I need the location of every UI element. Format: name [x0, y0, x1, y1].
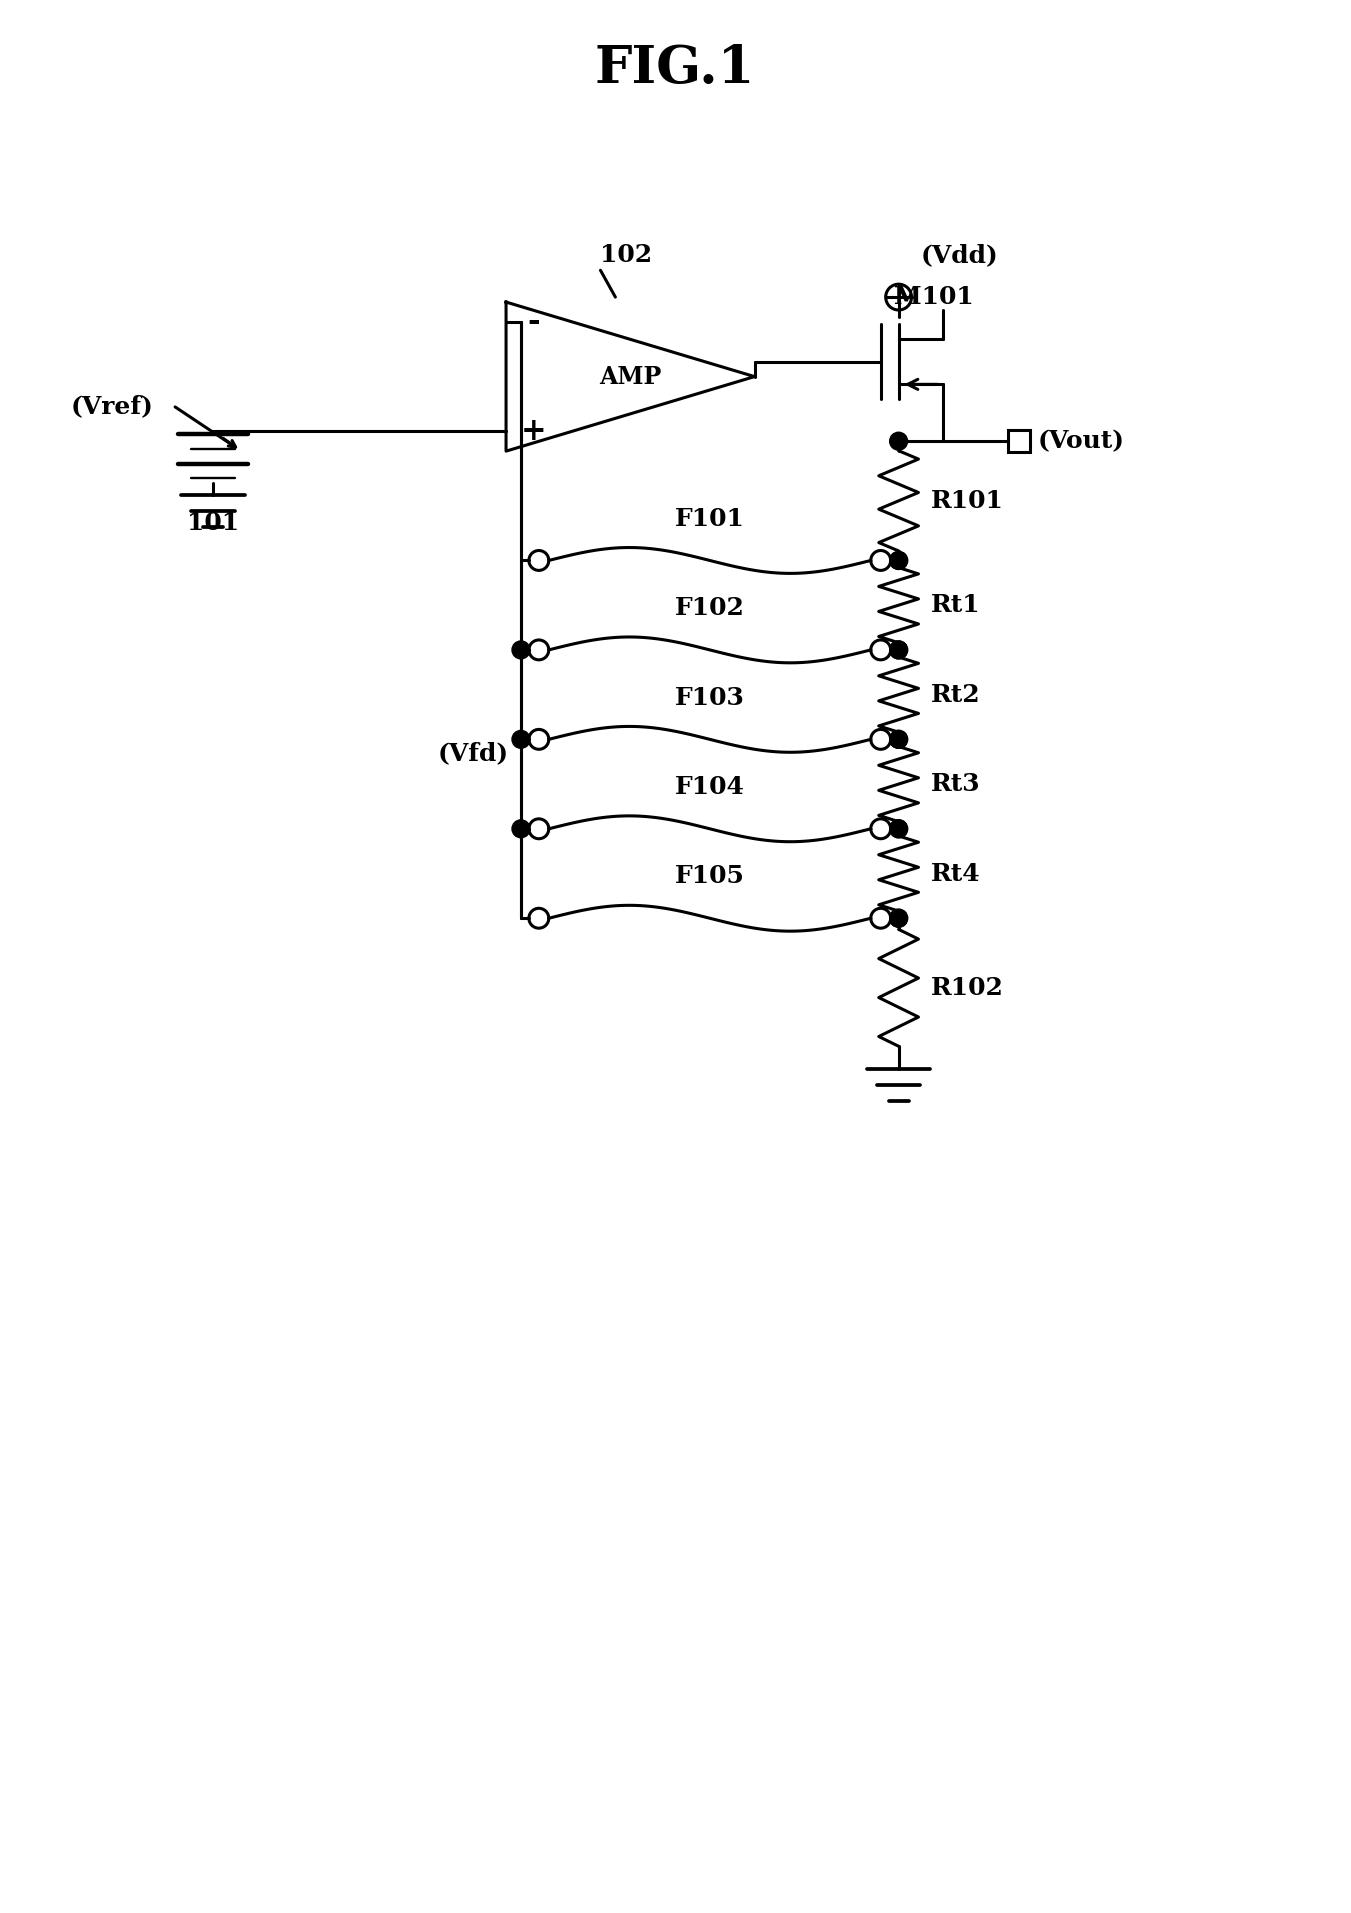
Text: R102: R102	[931, 976, 1004, 1000]
Circle shape	[890, 551, 908, 570]
Text: Rt3: Rt3	[931, 773, 979, 796]
Circle shape	[890, 731, 908, 748]
Text: AMP: AMP	[598, 365, 662, 388]
Text: Rt4: Rt4	[931, 861, 979, 886]
Text: 102: 102	[600, 243, 653, 268]
Circle shape	[890, 909, 908, 928]
Text: (Vdd): (Vdd)	[920, 243, 998, 268]
Text: 101: 101	[186, 511, 239, 536]
FancyBboxPatch shape	[1008, 430, 1029, 451]
Circle shape	[890, 821, 908, 838]
Text: F102: F102	[676, 597, 744, 620]
Text: (Vfd): (Vfd)	[438, 742, 509, 765]
Text: Rt2: Rt2	[931, 683, 979, 706]
Text: (Vout): (Vout)	[1038, 429, 1125, 453]
Circle shape	[890, 551, 908, 570]
Text: Rt1: Rt1	[931, 593, 979, 618]
Circle shape	[890, 432, 908, 450]
Circle shape	[512, 641, 530, 658]
Text: (Vref): (Vref)	[70, 394, 153, 419]
Text: FIG.1: FIG.1	[594, 42, 755, 94]
Text: F104: F104	[676, 775, 744, 800]
Text: M101: M101	[893, 285, 974, 310]
Text: F101: F101	[676, 507, 744, 530]
Circle shape	[512, 731, 530, 748]
Text: +: +	[521, 415, 547, 448]
Text: -: -	[528, 306, 540, 337]
Circle shape	[890, 909, 908, 928]
Text: F103: F103	[676, 685, 744, 710]
Circle shape	[890, 641, 908, 658]
Circle shape	[890, 731, 908, 748]
Text: R101: R101	[931, 490, 1004, 513]
Circle shape	[890, 821, 908, 838]
Circle shape	[890, 641, 908, 658]
Circle shape	[512, 821, 530, 838]
Text: F105: F105	[676, 865, 744, 888]
